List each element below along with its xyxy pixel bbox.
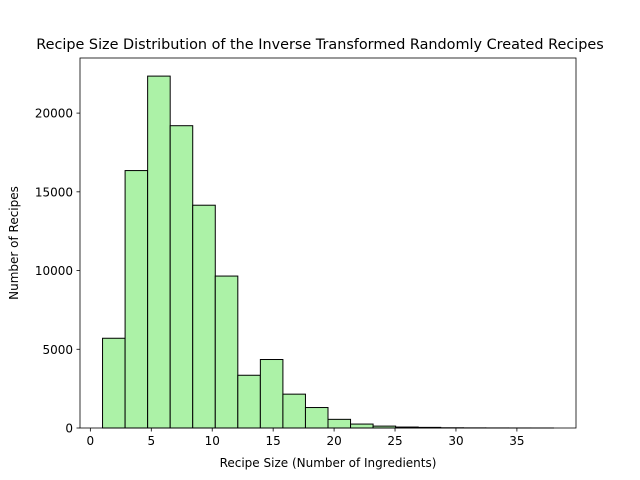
histogram-bar	[282, 393, 306, 429]
x-tick-label: 5	[147, 434, 155, 448]
plot-area-frame	[79, 57, 577, 429]
y-axis-ticks: 0 5000 10000 15000 20000	[35, 107, 80, 436]
x-tick-label: 35	[509, 434, 524, 448]
histogram-bar	[259, 359, 284, 429]
x-axis-label: Recipe Size (Number of Ingredients)	[220, 456, 437, 470]
histogram-bar	[124, 170, 149, 429]
bars-group	[102, 75, 554, 429]
x-tick-label: 10	[205, 434, 220, 448]
histogram-bar	[350, 423, 374, 429]
x-tick-label: 15	[266, 434, 281, 448]
y-tick-label: 20000	[35, 107, 73, 121]
chart-title: Recipe Size Distribution of the Inverse …	[36, 37, 603, 53]
histogram-bar	[237, 374, 261, 429]
histogram-bar	[192, 204, 216, 429]
y-axis-label: Number of Recipes	[7, 186, 21, 300]
histogram-bar	[147, 75, 171, 429]
y-tick-label: 5000	[42, 343, 73, 357]
x-tick-label: 30	[448, 434, 463, 448]
x-tick-label: 20	[326, 434, 341, 448]
histogram-bar	[102, 337, 126, 429]
y-tick-label: 10000	[35, 264, 73, 278]
histogram-bar	[304, 407, 329, 429]
histogram-bar	[169, 125, 194, 429]
y-tick-label: 15000	[35, 185, 73, 199]
histogram-bar	[214, 275, 239, 429]
x-axis-ticks: 0 5 10 15 20 25 30 35	[87, 428, 525, 448]
x-tick-label: 0	[87, 434, 95, 448]
x-tick-label: 25	[387, 434, 402, 448]
y-tick-label: 0	[65, 422, 73, 436]
histogram-bar	[327, 418, 352, 429]
